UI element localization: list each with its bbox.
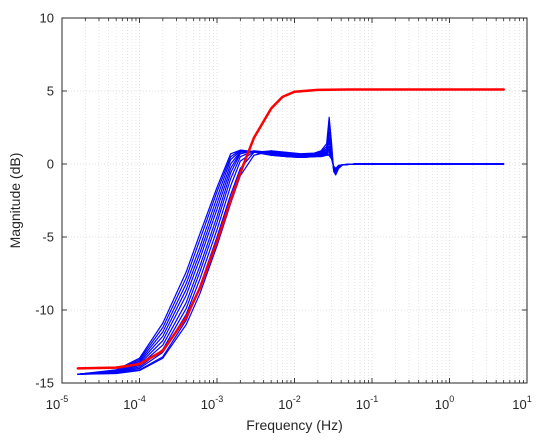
- y-axis-label: Magnitude (dB): [7, 153, 23, 249]
- y-tick-label: 5: [47, 84, 54, 99]
- y-tick-label: -5: [42, 230, 54, 245]
- y-tick-label: -15: [35, 376, 54, 391]
- y-axis-tick-labels: -15 -10 -5 0 5 10: [35, 11, 54, 391]
- x-tick-label: 10-2: [278, 394, 300, 412]
- grid-lines: [61, 17, 528, 384]
- axis-tick-marks: [61, 17, 528, 384]
- red-series-line: [76, 88, 505, 370]
- x-tick-label: 100: [435, 394, 454, 412]
- x-tick-label: 10-4: [123, 394, 145, 412]
- y-tick-label: 0: [47, 157, 54, 172]
- x-tick-label: 10-3: [201, 394, 223, 412]
- blue-series-line: [77, 149, 505, 375]
- x-tick-label: 10-1: [356, 394, 378, 412]
- x-tick-label: 101: [512, 394, 531, 412]
- y-tick-label: 10: [40, 11, 54, 26]
- series-lines: [76, 88, 505, 375]
- x-tick-label: 10-5: [46, 394, 68, 412]
- y-tick-label: -10: [35, 303, 54, 318]
- x-axis-label: Frequency (Hz): [246, 417, 342, 433]
- x-axis-tick-labels: 10-5 10-4 10-3 10-2 10-1 100 101: [46, 394, 532, 412]
